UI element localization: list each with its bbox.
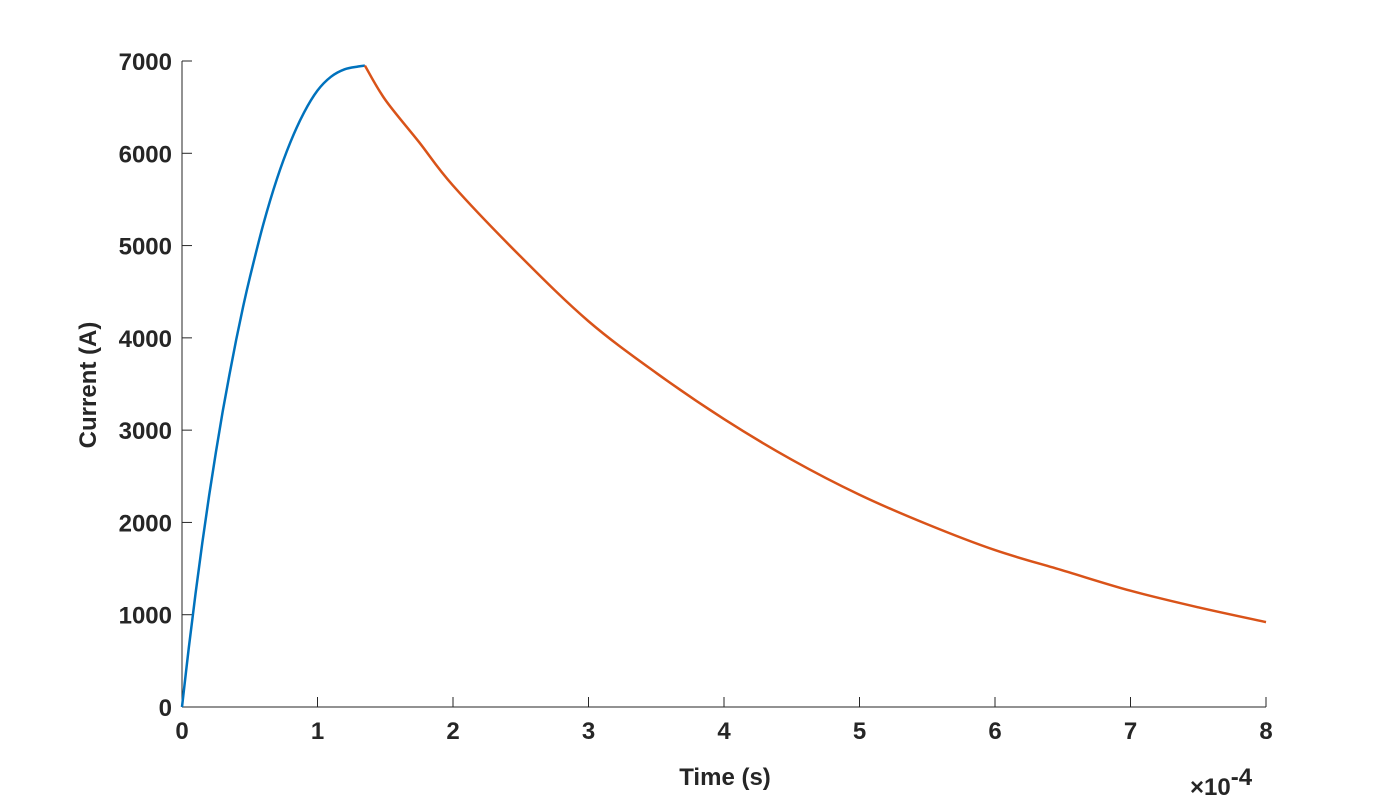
x-tick-label: 8 [1259,718,1272,745]
x-tick-label: 3 [582,718,595,745]
y-tick-label: 3000 [119,418,172,445]
y-tick-label: 4000 [119,326,172,353]
y-tick-label: 6000 [119,141,172,168]
x-tick-label: 5 [853,718,866,745]
y-tick-label: 0 [159,695,172,722]
x-tick-label: 2 [446,718,459,745]
x-tick-label: 1 [311,718,324,745]
x-tick-label: 0 [175,718,188,745]
x-exponent-power: -4 [1231,764,1253,791]
y-tick-label: 2000 [119,510,172,537]
x-tick-label: 4 [717,718,731,745]
x-exponent-base: ×10 [1190,774,1231,800]
x-tick-label: 7 [1124,718,1137,745]
y-axis-label: Current (A) [75,322,102,449]
x-axis-label: Time (s) [679,764,771,791]
y-tick-label: 5000 [119,234,172,261]
x-tick-label: 6 [988,718,1001,745]
series-layer [180,64,1267,708]
y-tick-label: 7000 [119,49,172,76]
series-line-2 [363,64,1267,624]
x-exponent-label: ×10-4 [1190,764,1253,800]
y-tick-label: 1000 [119,603,172,630]
axes: 0 1 2 3 4 5 6 7 8 0 1000 2000 3000 4000 5000 6000 7000 [119,49,1273,745]
series-line-1 [180,64,366,708]
